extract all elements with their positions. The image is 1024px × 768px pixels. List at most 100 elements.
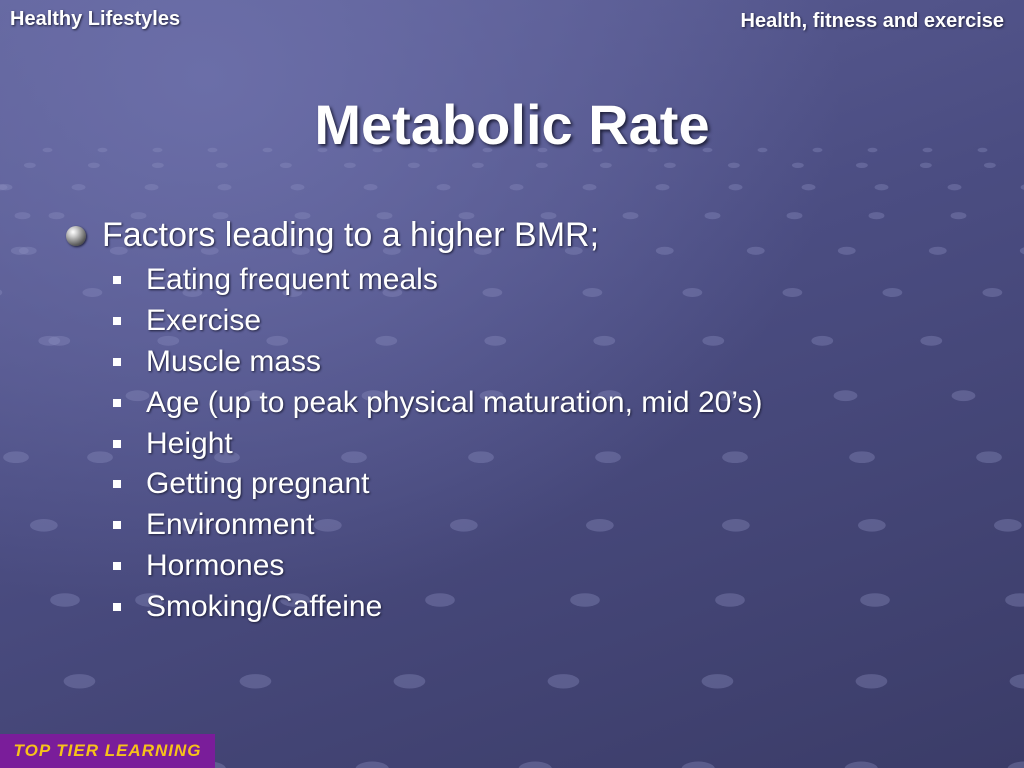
background-dot (427, 147, 438, 153)
square-bullet-icon (113, 439, 121, 448)
background-dot (282, 288, 303, 297)
background-dot (152, 147, 163, 153)
sub-bullet-item: Smoking/Caffeine (113, 586, 762, 627)
background-dot (291, 246, 310, 255)
background-dot (722, 451, 748, 464)
background-dot (135, 593, 165, 607)
background-dot (18, 246, 37, 255)
background-dot (715, 593, 745, 607)
background-dot (947, 184, 962, 191)
background-dot (38, 335, 61, 346)
background-dot (950, 212, 967, 220)
background-dot (42, 147, 53, 153)
background-dot (537, 147, 548, 153)
sub-bullet-text: Age (up to peak physical maturation, mid… (146, 385, 763, 419)
background-dot (214, 451, 240, 464)
background-dot (597, 390, 622, 402)
background-dot (479, 390, 504, 402)
background-dot (355, 761, 389, 768)
background-dot (376, 212, 393, 220)
background-dot (951, 390, 976, 402)
sub-bullet-text: Eating frequent meals (146, 263, 438, 297)
background-dot (919, 162, 932, 168)
square-bullet-icon (113, 357, 121, 366)
background-dot (833, 390, 858, 402)
slide-title: Metabolic Rate (314, 93, 710, 156)
background-dot (382, 246, 401, 255)
background-dot (1009, 674, 1024, 689)
background-dot (786, 212, 803, 220)
sub-bullet-text: Smoking/Caffeine (146, 589, 383, 623)
sub-bullet-text: Exercise (146, 304, 262, 338)
background-dot (585, 519, 614, 532)
background-dot (593, 335, 616, 346)
background-dot (595, 451, 621, 464)
background-dot (922, 147, 933, 153)
background-dot (701, 674, 734, 689)
background-dot (592, 147, 603, 153)
square-bullet-icon (113, 317, 121, 326)
main-bullet: Factors leading to a higher BMR; (66, 216, 599, 255)
background-dot (468, 451, 494, 464)
background-dot (279, 162, 292, 168)
background-dot (983, 162, 996, 168)
background-dot (50, 593, 80, 607)
background-dot (727, 162, 740, 168)
background-dot (704, 212, 721, 220)
background-dot (993, 519, 1022, 532)
background-dot (393, 674, 426, 689)
background-dot (1020, 184, 1024, 190)
square-bullet-icon (113, 602, 121, 611)
sphere-bullet-icon (66, 225, 86, 246)
sub-bullet-text: Height (146, 426, 233, 460)
background-dot (207, 147, 218, 153)
square-bullet-icon (113, 276, 121, 285)
background-dot (728, 184, 743, 191)
background-dot (855, 674, 888, 689)
background-dot (857, 519, 886, 532)
sub-bullet-item: Muscle mass (113, 342, 762, 383)
background-dot (341, 451, 367, 464)
background-dot (425, 593, 455, 607)
square-bullet-icon (113, 561, 121, 570)
background-dot (363, 184, 378, 191)
main-bullet-text: Factors leading to a higher BMR; (102, 216, 600, 254)
background-dot (243, 390, 268, 402)
background-dot (782, 288, 803, 297)
background-dot (681, 761, 715, 768)
sub-bullet-item: Hormones (113, 546, 762, 587)
background-dot (757, 147, 768, 153)
background-dot (473, 246, 492, 255)
background-dot (0, 184, 8, 191)
background-dot (375, 335, 398, 346)
background-dot (1007, 761, 1024, 768)
background-dot (471, 162, 484, 168)
background-dot (982, 288, 1003, 297)
background-dot (663, 162, 676, 168)
background-dot (458, 212, 475, 220)
background-dot (977, 147, 988, 153)
background-dot (97, 147, 108, 153)
background-dot (570, 593, 600, 607)
square-bullet-icon (113, 521, 121, 530)
background-dot (177, 519, 206, 532)
background-dot (280, 593, 310, 607)
background-dot (837, 246, 856, 255)
background-dot (518, 761, 552, 768)
background-dot (0, 184, 13, 191)
background-dot (509, 184, 524, 191)
background-dot (262, 147, 273, 153)
background-dot (849, 451, 875, 464)
background-dot (239, 674, 272, 689)
background-dot (151, 162, 164, 168)
background-dot (540, 212, 557, 220)
background-dot (215, 162, 228, 168)
background-dot (482, 288, 503, 297)
top-tier-learning-logo: TOP TIER LEARNING (0, 734, 215, 768)
background-dot (407, 162, 420, 168)
sub-bullet-item: Getting pregnant (113, 464, 762, 505)
background-dot (294, 212, 311, 220)
background-dot (266, 335, 289, 346)
background-dot (317, 147, 328, 153)
